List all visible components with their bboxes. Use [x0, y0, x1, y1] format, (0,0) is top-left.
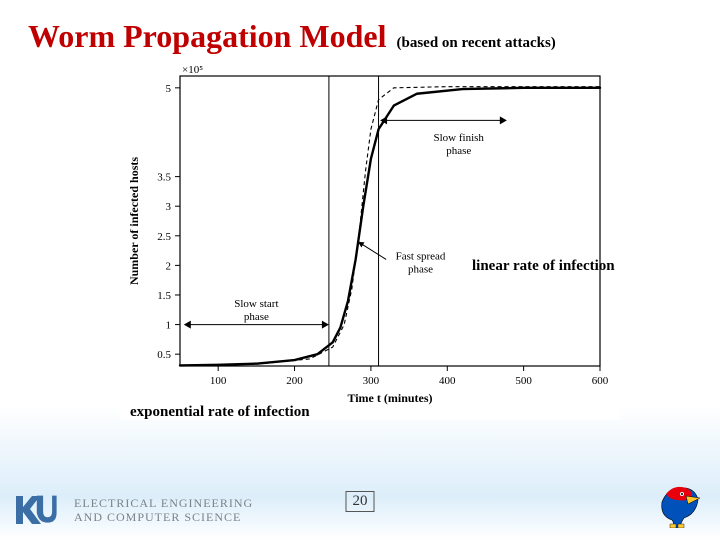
- svg-text:phase: phase: [446, 145, 471, 157]
- svg-text:Time t (minutes): Time t (minutes): [347, 391, 432, 405]
- svg-text:Slow start: Slow start: [234, 298, 278, 310]
- svg-text:×10⁵: ×10⁵: [182, 64, 203, 76]
- propagation-chart: 100 200 300 400 500 600 0.5 1 1.5 2 2.5 3 3.5 5 ×10⁵ Ti…: [120, 60, 620, 420]
- svg-text:Fast spread: Fast spread: [396, 250, 446, 262]
- linear-rate-label: linear rate of infection: [472, 258, 615, 275]
- title-main: Worm Propagation Model: [28, 18, 387, 55]
- svg-text:500: 500: [515, 375, 532, 387]
- svg-text:1: 1: [166, 320, 172, 332]
- svg-text:Number of infected hosts: Number of infected hosts: [127, 157, 141, 285]
- svg-text:100: 100: [210, 375, 227, 387]
- svg-text:300: 300: [363, 375, 380, 387]
- svg-text:3: 3: [166, 201, 172, 213]
- dept-text: ELECTRICAL ENGINEERING AND COMPUTER SCIE…: [74, 496, 253, 525]
- dept-line1: ELECTRICAL ENGINEERING: [74, 496, 253, 510]
- svg-text:3.5: 3.5: [157, 172, 171, 184]
- svg-text:phase: phase: [408, 263, 433, 275]
- svg-text:200: 200: [286, 375, 303, 387]
- chart-container: 100 200 300 400 500 600 0.5 1 1.5 2 2.5 3 3.5 5 ×10⁵ Ti…: [120, 60, 620, 420]
- slide-number: 20: [346, 491, 375, 512]
- title-row: Worm Propagation Model (based on recent …: [28, 18, 700, 55]
- dept-line2: AND COMPUTER SCIENCE: [74, 510, 253, 524]
- svg-text:2.5: 2.5: [157, 231, 171, 243]
- svg-text:phase: phase: [244, 311, 269, 323]
- exponential-rate-label: exponential rate of infection: [130, 404, 310, 421]
- svg-text:2: 2: [166, 260, 172, 272]
- jayhawk-icon: [652, 482, 702, 528]
- svg-text:0.5: 0.5: [157, 349, 171, 361]
- title-sub: (based on recent attacks): [397, 35, 556, 52]
- svg-text:5: 5: [166, 83, 172, 95]
- slide: Worm Propagation Model (based on recent …: [0, 0, 720, 540]
- svg-text:1.5: 1.5: [157, 290, 171, 302]
- ku-monogram-icon: [12, 492, 66, 528]
- svg-text:400: 400: [439, 375, 456, 387]
- svg-text:600: 600: [592, 375, 609, 387]
- svg-text:Slow finish: Slow finish: [434, 132, 485, 144]
- ku-dept-logo: ELECTRICAL ENGINEERING AND COMPUTER SCIE…: [12, 492, 253, 528]
